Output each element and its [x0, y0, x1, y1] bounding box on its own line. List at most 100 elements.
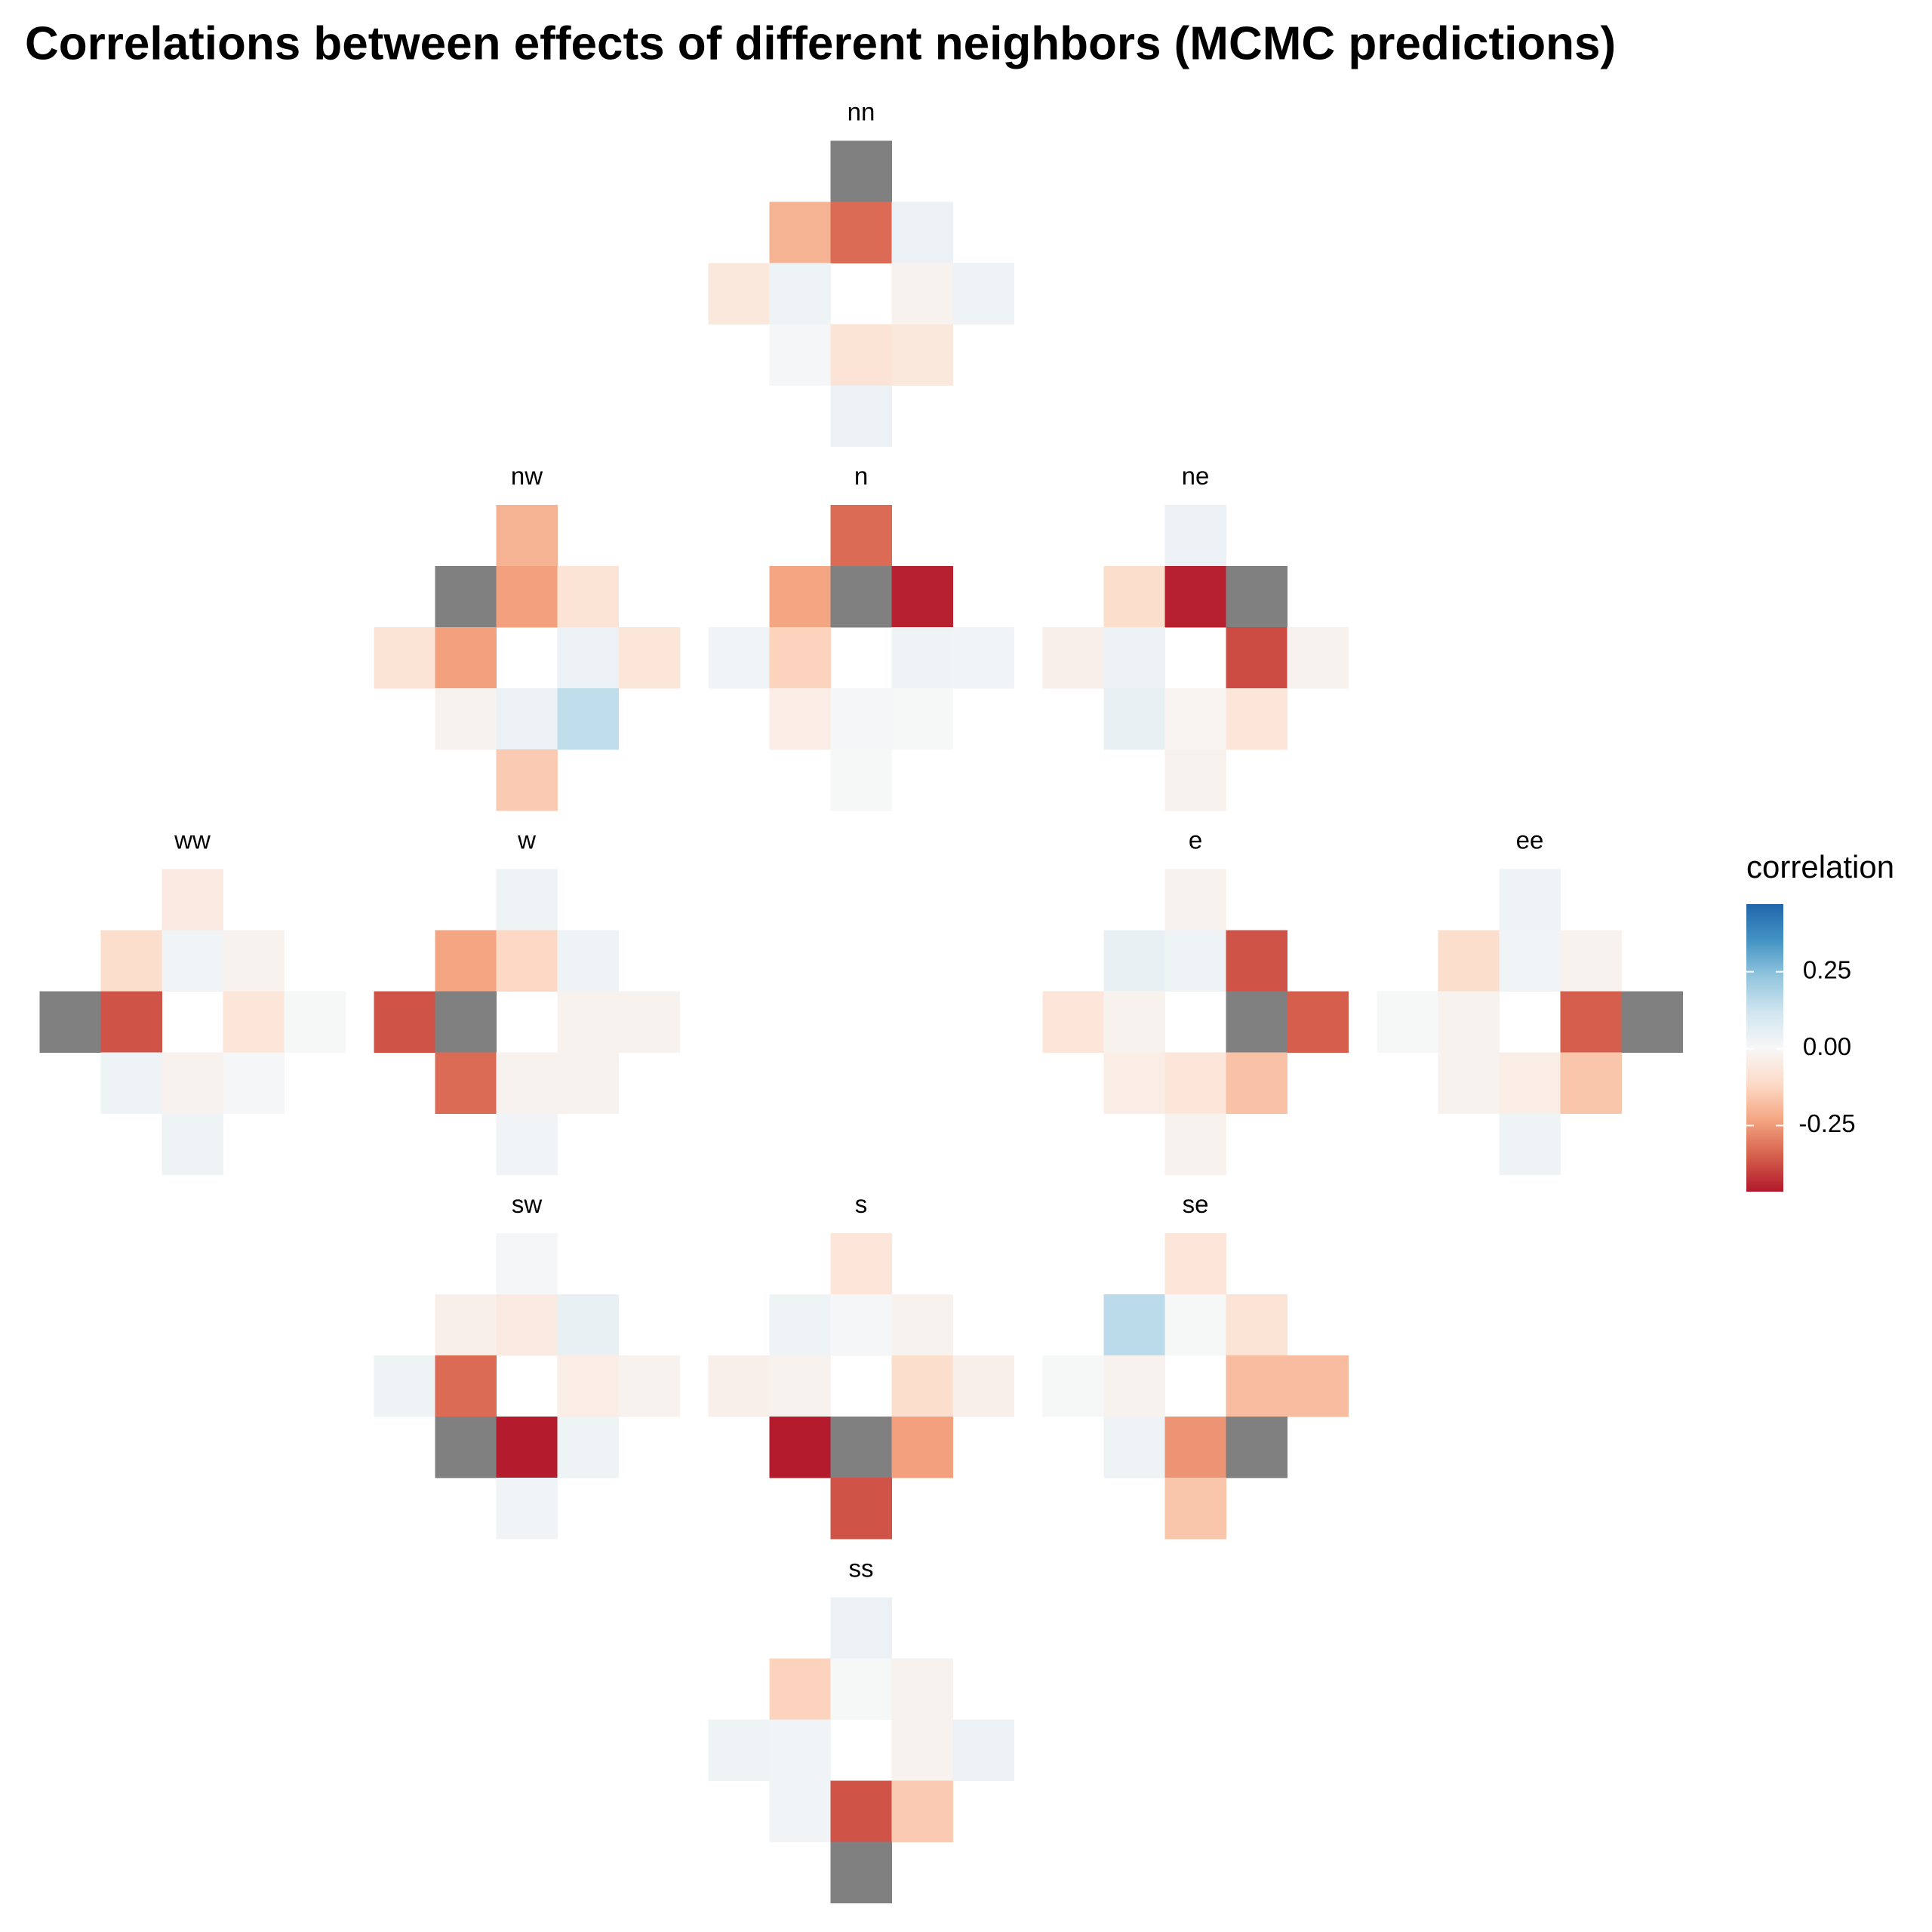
heat-cell	[891, 324, 953, 386]
heat-cell	[891, 263, 953, 325]
chart-title: Correlations between effects of differen…	[25, 17, 1616, 69]
heat-cell	[1560, 1052, 1622, 1114]
heat-cell	[557, 1052, 619, 1114]
heat-cell	[1438, 930, 1500, 992]
heat-cell	[284, 991, 346, 1053]
heat-cell	[1042, 1355, 1104, 1417]
heat-cell	[223, 930, 285, 992]
panel-label: n	[854, 462, 868, 490]
colorbar-tick-label: -0.25	[1798, 1109, 1855, 1137]
panel-label: sw	[512, 1190, 543, 1218]
heat-cell	[557, 930, 619, 992]
heat-cell	[618, 627, 680, 689]
heat-cell	[708, 263, 770, 325]
heat-cell	[496, 566, 558, 628]
heat-cell	[496, 1113, 558, 1175]
heat-cell	[100, 991, 162, 1053]
heat-cell	[1164, 930, 1226, 992]
panel-label: s	[855, 1190, 868, 1218]
heat-cell	[891, 1417, 953, 1478]
heat-cell	[830, 1417, 892, 1478]
heat-cell	[1499, 930, 1561, 992]
heat-cell	[1103, 688, 1165, 750]
heat-cell	[435, 1294, 497, 1356]
heat-cell	[830, 1597, 892, 1659]
heat-cell	[557, 1355, 619, 1417]
heat-cell	[1226, 1417, 1287, 1478]
heat-cell	[891, 1294, 953, 1356]
heat-cell	[1226, 991, 1287, 1053]
heat-cell	[496, 1478, 558, 1540]
heat-cell	[374, 991, 435, 1053]
heat-cell	[496, 1294, 558, 1356]
heat-cell	[1103, 566, 1165, 628]
heat-cell	[830, 1780, 892, 1842]
heat-cell	[1042, 991, 1104, 1053]
panel-label: ne	[1182, 462, 1210, 490]
heat-cell	[162, 869, 223, 931]
colorbar	[1746, 904, 1783, 1192]
heat-cell	[1226, 688, 1287, 750]
heat-cell	[1103, 1355, 1165, 1417]
heat-cell	[1164, 1294, 1226, 1356]
heat-cell	[1226, 627, 1287, 689]
heat-cell	[223, 1052, 285, 1114]
heat-cell	[891, 1658, 953, 1720]
heat-cell	[830, 140, 892, 202]
heat-cell	[952, 1719, 1014, 1781]
heat-cell	[1164, 566, 1226, 628]
heat-cell	[162, 1113, 223, 1175]
heat-cell	[708, 1719, 770, 1781]
heat-cell	[1287, 627, 1349, 689]
heat-cell	[1103, 991, 1165, 1053]
heat-cell	[374, 627, 435, 689]
heat-cell	[891, 1780, 953, 1842]
heat-cell	[1560, 930, 1622, 992]
heat-cell	[557, 1294, 619, 1356]
heat-cell	[557, 627, 619, 689]
heat-cell	[1287, 991, 1349, 1053]
heat-cell	[496, 688, 558, 750]
heat-cell	[769, 1294, 831, 1356]
heat-cell	[830, 1294, 892, 1356]
colorbar-tick-label: 0.00	[1803, 1032, 1851, 1060]
panel-label: w	[517, 826, 536, 854]
heat-cell	[830, 202, 892, 263]
heat-cell	[435, 627, 497, 689]
heat-cell	[891, 202, 953, 263]
heat-cell	[1377, 991, 1438, 1053]
heat-cell	[1164, 688, 1226, 750]
heat-cell	[1164, 749, 1226, 811]
heat-cell	[435, 991, 497, 1053]
heat-cell	[374, 1355, 435, 1417]
heat-cell	[830, 505, 892, 567]
heat-cell	[769, 688, 831, 750]
heat-cell	[1042, 627, 1104, 689]
heat-cell	[100, 1052, 162, 1114]
heat-cell	[769, 202, 831, 263]
heat-cell	[952, 263, 1014, 325]
heat-cell	[830, 566, 892, 628]
heat-cell	[39, 991, 101, 1053]
heat-cell	[100, 930, 162, 992]
heat-cell	[708, 1355, 770, 1417]
heat-cell	[891, 566, 953, 628]
heat-cell	[1103, 1294, 1165, 1356]
heat-cell	[496, 1417, 558, 1478]
heat-cell	[496, 505, 558, 567]
heat-cell	[435, 688, 497, 750]
heat-cell	[162, 930, 223, 992]
heat-cell	[1287, 1355, 1349, 1417]
heat-cell	[1226, 930, 1287, 992]
heat-cell	[1226, 1052, 1287, 1114]
heat-cell	[1164, 1233, 1226, 1295]
heat-cell	[1438, 991, 1500, 1053]
heat-cell	[496, 1233, 558, 1295]
heat-cell	[1621, 991, 1683, 1053]
heat-cell	[223, 991, 285, 1053]
heat-cell	[1164, 1478, 1226, 1540]
heat-cell	[1103, 1417, 1165, 1478]
heat-cell	[435, 1355, 497, 1417]
heat-cell	[1164, 1113, 1226, 1175]
heat-cell	[557, 688, 619, 750]
